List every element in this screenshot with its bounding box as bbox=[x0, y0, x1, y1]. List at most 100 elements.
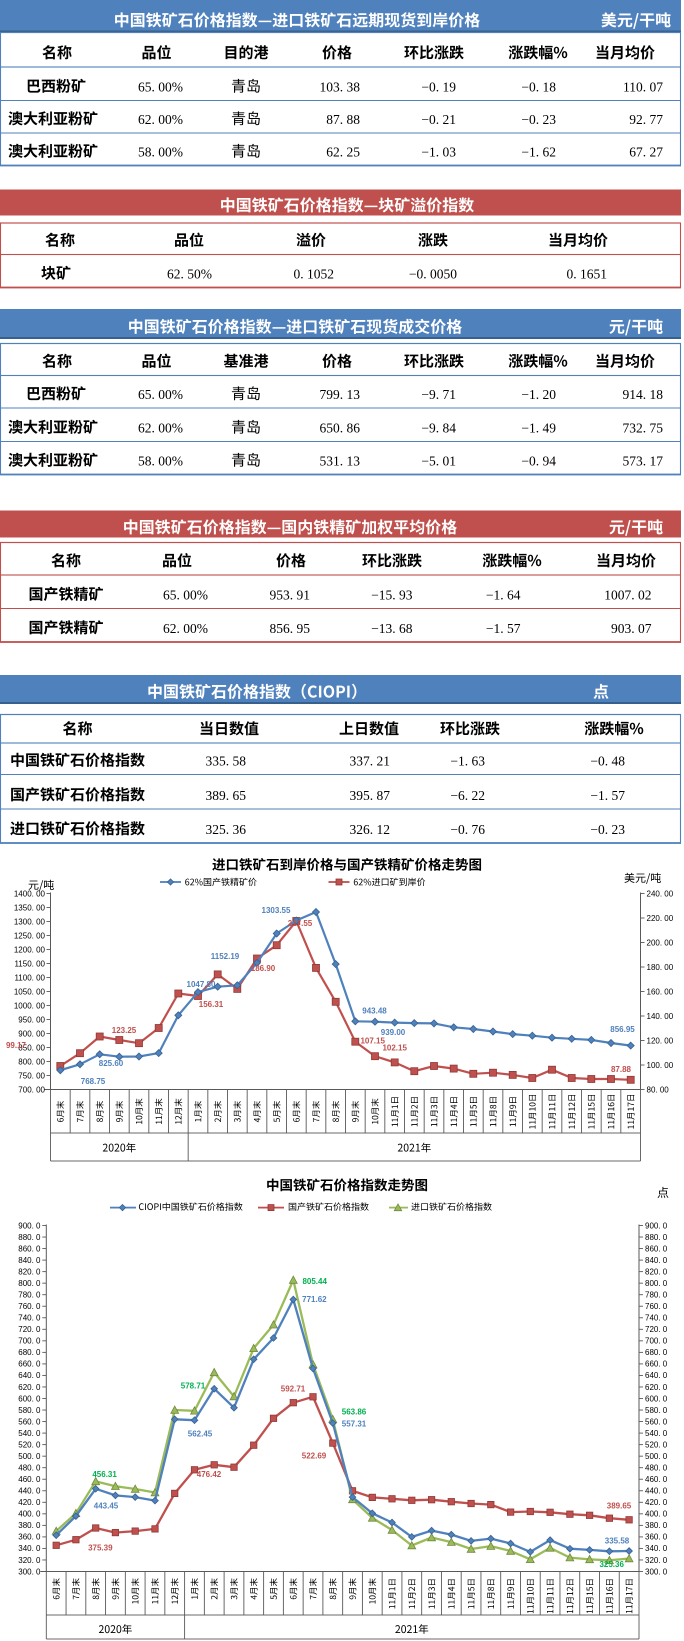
svg-text:531. 13: 531. 13 bbox=[320, 454, 361, 469]
svg-text:700. 0: 700. 0 bbox=[18, 1337, 41, 1346]
svg-text:−1. 64: −1. 64 bbox=[486, 588, 521, 603]
svg-text:−1. 63: −1. 63 bbox=[450, 754, 485, 769]
svg-text:522.69: 522.69 bbox=[302, 1452, 327, 1461]
svg-text:180. 00: 180. 00 bbox=[647, 963, 674, 972]
svg-text:−0. 76: −0. 76 bbox=[450, 822, 485, 837]
svg-text:480. 0: 480. 0 bbox=[18, 1464, 41, 1473]
svg-text:62. 25: 62. 25 bbox=[326, 145, 360, 160]
svg-text:−9. 84: −9. 84 bbox=[421, 421, 456, 436]
svg-text:−0. 23: −0. 23 bbox=[521, 112, 556, 127]
svg-text:903. 07: 903. 07 bbox=[611, 621, 652, 636]
svg-text:740. 0: 740. 0 bbox=[18, 1314, 41, 1323]
svg-text:476.42: 476.42 bbox=[197, 1470, 222, 1479]
svg-text:87.88: 87.88 bbox=[611, 1065, 632, 1074]
svg-text:740. 0: 740. 0 bbox=[645, 1314, 668, 1323]
svg-text:760. 0: 760. 0 bbox=[18, 1302, 41, 1311]
svg-text:−1. 57: −1. 57 bbox=[486, 621, 521, 636]
svg-text:58. 00%: 58. 00% bbox=[138, 145, 183, 160]
svg-text:840. 0: 840. 0 bbox=[645, 1256, 668, 1265]
svg-text:780. 0: 780. 0 bbox=[645, 1291, 668, 1300]
svg-text:−9. 71: −9. 71 bbox=[421, 387, 456, 402]
svg-text:557.31: 557.31 bbox=[342, 1420, 367, 1429]
svg-text:320. 0: 320. 0 bbox=[18, 1556, 41, 1565]
svg-text:335. 58: 335. 58 bbox=[206, 754, 247, 769]
svg-text:65. 00%: 65. 00% bbox=[138, 387, 183, 402]
svg-text:520. 0: 520. 0 bbox=[645, 1440, 668, 1449]
svg-text:768.75: 768.75 bbox=[81, 1077, 106, 1086]
svg-text:580. 0: 580. 0 bbox=[18, 1406, 41, 1415]
svg-text:160. 00: 160. 00 bbox=[647, 987, 674, 996]
svg-text:335.58: 335.58 bbox=[605, 1537, 630, 1546]
svg-text:340. 0: 340. 0 bbox=[645, 1544, 668, 1553]
svg-text:102.15: 102.15 bbox=[382, 1043, 407, 1052]
svg-text:−1. 57: −1. 57 bbox=[590, 788, 625, 803]
svg-text:460. 0: 460. 0 bbox=[18, 1475, 41, 1484]
svg-text:456.31: 456.31 bbox=[92, 1470, 117, 1479]
svg-text:62. 50%: 62. 50% bbox=[167, 267, 212, 282]
svg-text:440. 0: 440. 0 bbox=[18, 1487, 41, 1496]
svg-text:1303.55: 1303.55 bbox=[262, 906, 291, 915]
svg-text:100. 00: 100. 00 bbox=[647, 1061, 674, 1070]
svg-text:−0. 94: −0. 94 bbox=[521, 454, 556, 469]
svg-text:1150. 00: 1150. 00 bbox=[14, 959, 45, 968]
svg-text:1152.19: 1152.19 bbox=[211, 952, 240, 961]
svg-text:−1. 20: −1. 20 bbox=[521, 387, 556, 402]
svg-text:120. 00: 120. 00 bbox=[647, 1036, 674, 1045]
svg-text:825.60: 825.60 bbox=[99, 1059, 124, 1068]
svg-text:799. 13: 799. 13 bbox=[320, 387, 361, 402]
svg-text:67. 27: 67. 27 bbox=[629, 145, 663, 160]
svg-text:65. 00%: 65. 00% bbox=[138, 80, 183, 95]
svg-text:80. 00: 80. 00 bbox=[647, 1085, 670, 1094]
svg-text:62. 00%: 62. 00% bbox=[138, 112, 183, 127]
svg-text:820. 0: 820. 0 bbox=[645, 1267, 668, 1276]
svg-text:600. 0: 600. 0 bbox=[645, 1394, 668, 1403]
svg-text:880. 0: 880. 0 bbox=[645, 1233, 668, 1242]
svg-text:580. 0: 580. 0 bbox=[645, 1406, 668, 1415]
svg-text:560. 0: 560. 0 bbox=[18, 1417, 41, 1426]
svg-text:−13. 68: −13. 68 bbox=[371, 621, 413, 636]
svg-text:443.45: 443.45 bbox=[94, 1501, 119, 1510]
svg-text:805.44: 805.44 bbox=[302, 1277, 327, 1286]
svg-text:620. 0: 620. 0 bbox=[645, 1383, 668, 1392]
svg-text:65. 00%: 65. 00% bbox=[163, 588, 208, 603]
svg-text:562.45: 562.45 bbox=[188, 1429, 213, 1438]
svg-text:200. 00: 200. 00 bbox=[647, 938, 674, 947]
svg-text:800. 0: 800. 0 bbox=[18, 1279, 41, 1288]
svg-text:563.86: 563.86 bbox=[342, 1408, 367, 1417]
svg-text:−0. 23: −0. 23 bbox=[590, 822, 625, 837]
svg-text:1007. 02: 1007. 02 bbox=[604, 588, 651, 603]
svg-text:540. 0: 540. 0 bbox=[18, 1429, 41, 1438]
svg-text:300. 0: 300. 0 bbox=[645, 1567, 668, 1576]
svg-text:592.71: 592.71 bbox=[281, 1385, 306, 1394]
svg-text:0. 1651: 0. 1651 bbox=[567, 267, 608, 282]
svg-text:140. 00: 140. 00 bbox=[647, 1012, 674, 1021]
svg-text:−0. 19: −0. 19 bbox=[421, 80, 456, 95]
svg-text:320. 0: 320. 0 bbox=[645, 1556, 668, 1565]
svg-text:400. 0: 400. 0 bbox=[18, 1510, 41, 1519]
svg-text:800. 00: 800. 00 bbox=[18, 1057, 45, 1066]
svg-text:520. 0: 520. 0 bbox=[18, 1440, 41, 1449]
svg-text:360. 0: 360. 0 bbox=[645, 1533, 668, 1542]
svg-text:640. 0: 640. 0 bbox=[645, 1371, 668, 1380]
svg-text:1050. 00: 1050. 00 bbox=[14, 987, 46, 996]
svg-text:560. 0: 560. 0 bbox=[645, 1417, 668, 1426]
svg-text:1350. 00: 1350. 00 bbox=[14, 903, 46, 912]
svg-text:−15. 93: −15. 93 bbox=[371, 588, 413, 603]
svg-text:400. 0: 400. 0 bbox=[645, 1510, 668, 1519]
svg-text:110. 07: 110. 07 bbox=[623, 80, 663, 95]
svg-text:850. 00: 850. 00 bbox=[18, 1043, 45, 1052]
svg-text:680. 0: 680. 0 bbox=[18, 1348, 41, 1357]
svg-text:660. 0: 660. 0 bbox=[645, 1360, 668, 1369]
svg-text:99.17: 99.17 bbox=[6, 1041, 27, 1050]
svg-text:771.62: 771.62 bbox=[302, 1295, 327, 1304]
svg-text:860. 0: 860. 0 bbox=[645, 1244, 668, 1253]
svg-text:395. 87: 395. 87 bbox=[350, 788, 391, 803]
svg-text:360. 0: 360. 0 bbox=[18, 1533, 41, 1542]
svg-text:460. 0: 460. 0 bbox=[645, 1475, 668, 1484]
svg-text:953. 91: 953. 91 bbox=[270, 588, 311, 603]
svg-text:820. 0: 820. 0 bbox=[18, 1267, 41, 1276]
svg-text:1400. 00: 1400. 00 bbox=[14, 889, 46, 898]
svg-text:650. 86: 650. 86 bbox=[320, 421, 361, 436]
svg-text:−0. 18: −0. 18 bbox=[521, 80, 556, 95]
svg-text:389. 65: 389. 65 bbox=[206, 788, 247, 803]
